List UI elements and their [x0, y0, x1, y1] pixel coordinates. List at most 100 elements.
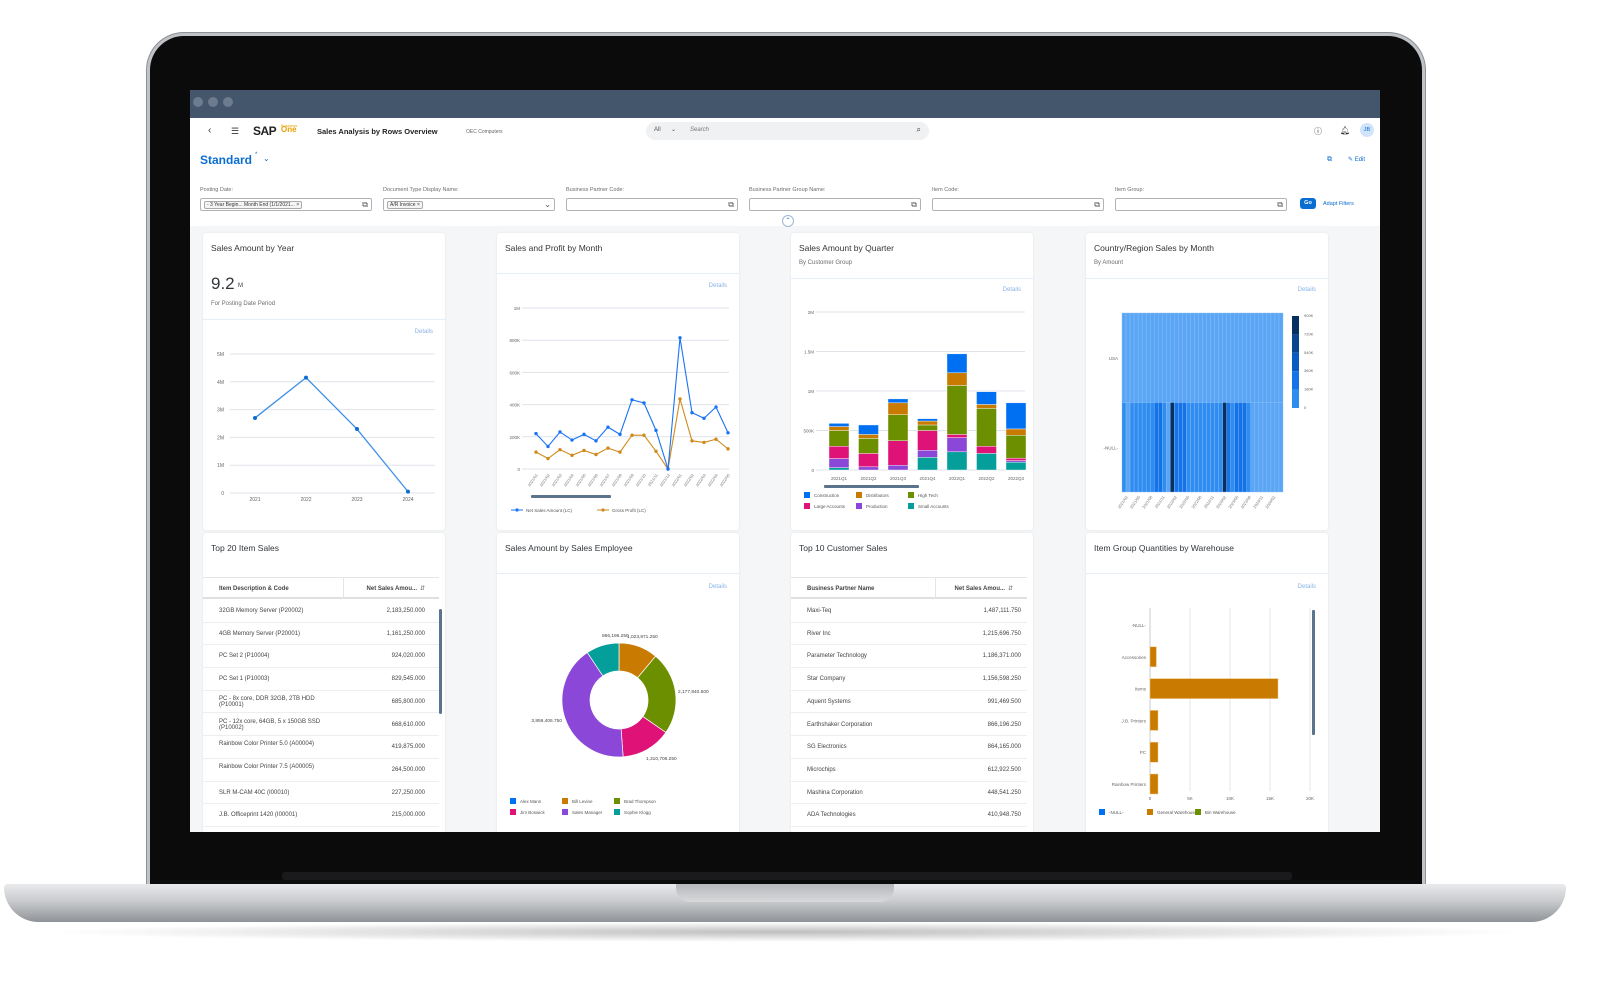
- variant-title[interactable]: Standard: [200, 153, 253, 167]
- filter-token[interactable]: A/R Invoice ×: [387, 201, 423, 209]
- donut-slice: [561, 652, 624, 758]
- card-top-customers[interactable]: Top 10 Customer Sales Business Partner N…: [791, 533, 1033, 832]
- table-row[interactable]: ADA Technologies 410,948.750: [791, 804, 1027, 827]
- heatmap-cell: [1202, 402, 1207, 493]
- search-input[interactable]: Search: [690, 127, 710, 133]
- card-warehouse-qty[interactable]: Item Group Quantities by Warehouse Detai…: [1086, 533, 1328, 832]
- value-help-icon[interactable]: ⧉: [362, 200, 368, 209]
- color-scale-label: 180K: [1304, 387, 1314, 392]
- data-point: [726, 447, 730, 451]
- window-minimize-dot[interactable]: [208, 97, 218, 107]
- table-row[interactable]: Star Company 1,156,598.250: [791, 668, 1027, 691]
- table-row[interactable]: 32GB Memory Server (P20002) 2,183,250.00…: [203, 600, 439, 623]
- sort-icon[interactable]: ⇵: [419, 586, 425, 592]
- data-point: [582, 432, 586, 437]
- filter-token[interactable]: - 3 Year Begin... Month End (1/1/2021...…: [204, 201, 303, 209]
- chevron-down-icon[interactable]: ⌄: [544, 200, 551, 209]
- window-close-dot[interactable]: [193, 97, 203, 107]
- value-help-icon[interactable]: ⧉: [1277, 200, 1283, 209]
- back-icon[interactable]: ‹: [208, 125, 212, 136]
- heatmap-cell: [1222, 312, 1227, 403]
- sort-icon[interactable]: ⇵: [1007, 586, 1013, 592]
- details-link[interactable]: Details: [1297, 287, 1316, 293]
- column-header[interactable]: Business Partner Name: [807, 586, 875, 592]
- table-row[interactable]: Microchips 612,922.500: [791, 759, 1027, 782]
- card-top-items[interactable]: Top 20 Item Sales Item Description & Cod…: [203, 533, 445, 832]
- filter-input[interactable]: ⧉: [749, 198, 921, 211]
- collapse-header-button[interactable]: ⌃: [782, 215, 794, 227]
- sap-logo[interactable]: SAP: [253, 124, 277, 138]
- card-sales-by-quarter[interactable]: Sales Amount by Quarter By Customer Grou…: [791, 233, 1033, 530]
- legend-label: Sophie Klogg: [624, 810, 651, 815]
- color-scale-label: 900K: [1304, 313, 1314, 318]
- details-link[interactable]: Details: [708, 283, 727, 289]
- table-scrollbar[interactable]: [439, 609, 442, 714]
- card-sales-employee[interactable]: Sales Amount by Sales Employee Details 1…: [497, 533, 739, 832]
- window-maximize-dot[interactable]: [223, 97, 233, 107]
- legend-marker: [515, 508, 519, 512]
- data-point: [618, 432, 622, 437]
- legend-label: Alex Mann: [520, 799, 542, 804]
- edit-button[interactable]: ✎ Edit: [1348, 157, 1366, 163]
- table-row[interactable]: SLR M-CAM 40C (I00010) 227,250.000: [203, 782, 439, 805]
- card-sales-profit-month[interactable]: Sales and Profit by Month Details 0 200K 4…: [497, 233, 739, 530]
- card-country-sales[interactable]: Country/Region Sales by Month By Amount …: [1086, 233, 1328, 530]
- go-button[interactable]: Go: [1300, 198, 1316, 209]
- table-row[interactable]: Rainbow Color Printer 5.0 (A00004) 419,8…: [203, 736, 439, 759]
- table-row[interactable]: PC - 8x core, DDR 32GB, 2TB HDD (P10001)…: [203, 691, 439, 714]
- share-icon[interactable]: ⧉: [1327, 156, 1332, 163]
- avatar[interactable]: JB: [1360, 123, 1374, 137]
- row-value: 685,800.000: [391, 698, 425, 705]
- table-row[interactable]: Parameter Technology 1,186,371.000: [791, 645, 1027, 669]
- chevron-down-icon[interactable]: ⌄: [671, 127, 677, 133]
- column-header[interactable]: Item Description & Code: [219, 586, 289, 592]
- variant-chevron-down-icon[interactable]: ⌄: [263, 154, 270, 163]
- filter-input[interactable]: ⧉: [1115, 198, 1287, 211]
- value-help-icon[interactable]: ⧉: [911, 200, 917, 209]
- data-point: [570, 453, 574, 458]
- search-field[interactable]: All ⌄ Search ⌕: [646, 122, 929, 140]
- value-help-icon[interactable]: ⧉: [728, 200, 734, 209]
- table-row[interactable]: Earthshaker Corporation 866,196.250: [791, 714, 1027, 737]
- filter-input[interactable]: A/R Invoice × ⌄: [383, 198, 555, 211]
- column-header[interactable]: Net Sales Amou...: [366, 586, 417, 592]
- row-value: 1,156,598.250: [982, 676, 1021, 683]
- search-scope-select[interactable]: All: [654, 127, 661, 133]
- card-sales-by-year[interactable]: Sales Amount by Year 9.2 M For Posting D…: [203, 233, 445, 530]
- table-row[interactable]: Maxi-Teq 1,487,111.750: [791, 600, 1027, 623]
- details-link[interactable]: Details: [1297, 584, 1316, 590]
- column-header[interactable]: Net Sales Amou...: [954, 586, 1005, 592]
- help-icon[interactable]: ⓘ: [1314, 127, 1322, 136]
- table-row[interactable]: Rainbow Color Printer 7.5 (A00005) 264,5…: [203, 759, 439, 782]
- adapt-filters-link[interactable]: Adapt Filters: [1323, 201, 1354, 207]
- details-link[interactable]: Details: [708, 584, 727, 590]
- filter-input[interactable]: ⧉: [932, 198, 1104, 211]
- table-row[interactable]: PC Set 2 (P10004) 924,020.000: [203, 645, 439, 669]
- bar-segment: [887, 402, 909, 415]
- remove-token-icon[interactable]: ×: [294, 202, 300, 208]
- details-link[interactable]: Details: [414, 329, 433, 335]
- filter-input[interactable]: - 3 Year Begin... Month End (1/1/2021...…: [200, 198, 372, 211]
- table-row[interactable]: Aquent Systems 991,469.500: [791, 691, 1027, 714]
- bell-icon[interactable]: 🔔︎: [1340, 126, 1351, 135]
- heatmap-cell: [1137, 402, 1143, 493]
- heatmap-cell: [1170, 312, 1175, 403]
- table-row[interactable]: SG Electronics 864,165.000: [791, 736, 1027, 759]
- table-row[interactable]: 4GB Memory Server (P20001) 1,161,250.000: [203, 623, 439, 646]
- heatmap-cell: [1194, 312, 1199, 403]
- data-point: [714, 405, 718, 409]
- table-row[interactable]: Mashina Corporation 448,541.250: [791, 782, 1027, 805]
- remove-token-icon[interactable]: ×: [415, 202, 420, 208]
- details-link[interactable]: Details: [1002, 287, 1021, 293]
- table-row[interactable]: River Inc 1,215,696.750: [791, 623, 1027, 646]
- row-value: 1,487,111.750: [983, 608, 1021, 614]
- x-tick-label: 2021/03: [550, 472, 563, 487]
- y-tick-label: 0: [221, 491, 224, 497]
- table-row[interactable]: PC Set 1 (P10003) 829,545.000: [203, 668, 439, 691]
- value-help-icon[interactable]: ⧉: [1094, 200, 1100, 209]
- menu-icon[interactable]: ☰: [231, 126, 240, 136]
- table-row[interactable]: J.B. Officeprint 1420 (I00001) 215,000.0…: [203, 804, 439, 827]
- table-row[interactable]: PC - 12x core, 64GB, 5 x 150GB SSD (P100…: [203, 714, 439, 737]
- filter-input[interactable]: ⧉: [566, 198, 738, 211]
- search-icon[interactable]: ⌕: [916, 125, 921, 134]
